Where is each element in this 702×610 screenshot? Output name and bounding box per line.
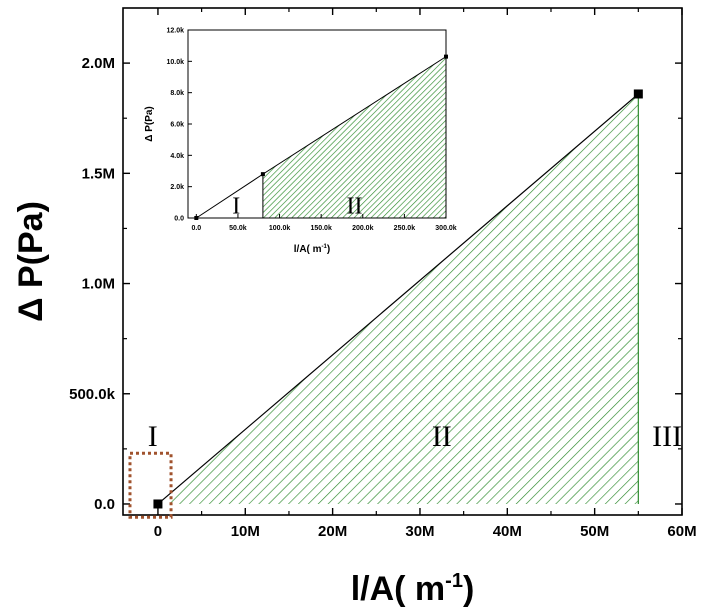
- inset-region-label: I: [232, 193, 240, 219]
- y-tick-label: 1.5M: [82, 165, 115, 182]
- x-axis-title-close: ): [463, 570, 474, 608]
- inset-data-point-marker: [260, 172, 265, 177]
- inset-y-tick-label: 4.0k: [170, 153, 184, 160]
- plot-frame: [122, 7, 683, 516]
- inset-y-tick-label: 12.0k: [166, 28, 184, 35]
- x-tick-label: 20M: [318, 523, 347, 540]
- inset-y-tick-label: 6.0k: [170, 122, 184, 129]
- inset-y-tick-label: 10.0k: [166, 59, 184, 66]
- x-tick-label: 40M: [493, 523, 522, 540]
- data-point-marker: [633, 89, 643, 99]
- x-tick-label: 10M: [231, 523, 260, 540]
- x-axis-title-text: l/A( m: [351, 570, 445, 608]
- x-tick-label: 0: [154, 523, 162, 540]
- inset-y-tick-label: 8.0k: [170, 90, 184, 97]
- y-tick-label: 2.0M: [82, 55, 115, 72]
- inset-x-tick-label: 50.0k: [229, 225, 247, 232]
- x-tick-label: 60M: [667, 523, 696, 540]
- inset-x-tick-label: 0.0: [191, 225, 201, 232]
- inset-hatched-area: [262, 56, 446, 219]
- y-tick-label: 500.0k: [69, 386, 116, 403]
- inset-chart: 0.0 50.0k 100.0k 150.0k 200.0k 250.0k 300.0k 0.…: [144, 28, 457, 233]
- data-line: [157, 93, 639, 505]
- inset-x-tick-label: 100.0k: [269, 225, 291, 232]
- hatched-area-main: [171, 93, 639, 504]
- x-axis-title-superscript: -1: [445, 570, 463, 592]
- x-tick-label: 30M: [405, 523, 434, 540]
- inset-x-axis-title: l/A( m-1): [294, 244, 330, 255]
- inset-x-axis-title-superscript: -1: [322, 244, 328, 250]
- inset-y-tick-label: 2.0k: [170, 184, 184, 191]
- inset-x-tick-label: 250.0k: [394, 225, 416, 232]
- inset-x-axis-title-close: ): [327, 244, 330, 255]
- y-tick-label: 1.0M: [82, 276, 115, 293]
- y-axis-title: Δ P(Pa): [12, 201, 50, 322]
- x-axis-title: l/A( m-1): [351, 570, 475, 608]
- inset-x-axis-title-text: l/A( m: [294, 244, 322, 255]
- inset-x-tick-label: 150.0k: [310, 225, 332, 232]
- region-label: II: [432, 420, 452, 453]
- region-label: III: [652, 420, 682, 453]
- data-point-marker: [153, 499, 163, 509]
- y-tick-label: 0.0: [94, 496, 115, 513]
- inset-y-axis-title: Δ P(Pa): [144, 106, 155, 142]
- inset-y-tick-label: 0.0: [174, 216, 184, 223]
- inset-x-tick-label: 300.0k: [435, 225, 457, 232]
- inset-region-label: II: [346, 193, 362, 219]
- x-tick-label: 50M: [580, 523, 609, 540]
- zoom-highlight-box: [128, 451, 173, 519]
- inset-x-tick-label: 200.0k: [352, 225, 374, 232]
- region-label: I: [148, 420, 158, 453]
